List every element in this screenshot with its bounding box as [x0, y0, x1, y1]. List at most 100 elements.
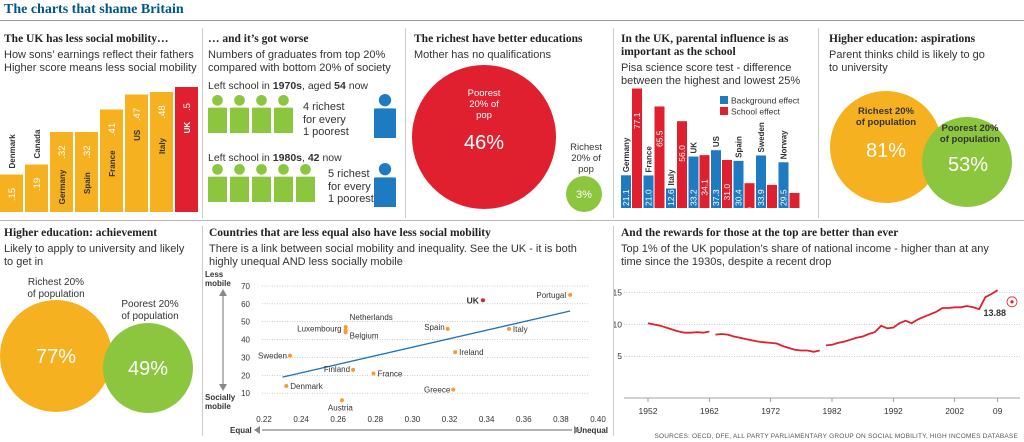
bar-value-label: 16.0 — [745, 207, 755, 212]
tick-label: 60 — [241, 300, 250, 309]
series-line — [825, 289, 999, 347]
tick-label: 0.34 — [479, 415, 495, 424]
person-icon — [274, 107, 293, 133]
bar-value-label: 30.4 — [734, 189, 744, 206]
tick-label: 1992 — [884, 406, 903, 416]
panel-subtitle: Likely to apply to university and likely — [4, 243, 185, 255]
data-label: 13.88 — [983, 308, 1006, 318]
tick-label: 0.40 — [590, 415, 606, 424]
bar-value-label: 21.0 — [644, 189, 654, 206]
bar — [677, 121, 687, 208]
point-label: Spain — [424, 323, 444, 332]
bar-value-label: .32 — [57, 145, 68, 158]
bar — [767, 184, 777, 208]
bubble-label: Richest — [570, 142, 602, 153]
point-label: Netherlands — [350, 313, 393, 322]
data-point — [445, 326, 450, 331]
panel-title: important as the school — [621, 46, 736, 58]
panel-title: The richest have better educations — [414, 33, 583, 45]
panel-title: In the UK, parental influence is as — [621, 33, 789, 45]
bar — [125, 94, 148, 212]
category-label: France — [645, 146, 654, 173]
bubble-label: of population — [27, 289, 84, 300]
bar-value-label: .47 — [132, 108, 143, 121]
point-label: UK — [467, 295, 480, 305]
bar — [699, 155, 710, 208]
arrow-head — [219, 289, 227, 296]
axis-label: Unequal — [576, 426, 608, 435]
panel-subtitle: compared with bottom 20% of society — [208, 62, 391, 74]
point-label: Italy — [513, 325, 528, 334]
legend-swatch-background — [720, 96, 728, 104]
bar-value-label: .15 — [7, 188, 18, 201]
bar — [688, 156, 699, 208]
bar — [150, 92, 173, 212]
person-icon — [296, 176, 315, 202]
bar — [632, 88, 642, 208]
category-label: France — [108, 150, 117, 177]
bar-value-label: .41 — [107, 123, 118, 136]
data-point — [453, 350, 458, 355]
tick-label: 5 — [617, 351, 622, 361]
bar — [722, 159, 732, 208]
bubble-label: Poorest 20% — [121, 299, 178, 310]
richest-bubble — [566, 176, 602, 212]
panel-title: … and it’s got worse — [208, 33, 309, 45]
tick-label: 0.22 — [256, 415, 272, 424]
data-point — [287, 353, 292, 358]
legend-label: School effect — [731, 107, 781, 117]
mobility-bar-chart: .15 Denmark .19 Canada .32 Germany .32 Spain .41… — [0, 87, 198, 212]
data-point — [451, 387, 456, 392]
bar-value-label: 33.9 — [756, 189, 766, 206]
bar — [789, 192, 800, 208]
category-label: UK — [690, 142, 699, 154]
bar — [733, 160, 744, 208]
bar-value-label: 56.0 — [677, 145, 687, 162]
bar — [711, 150, 721, 208]
point-label: Denmark — [290, 382, 323, 391]
tick-label: 0.24 — [293, 415, 309, 424]
income-share-line-chart: 5 10 15 1952 1962 1972 1982 1992 2002 09 13.88 — [614, 288, 1020, 416]
category-label: Italy — [667, 169, 676, 186]
bubble-label: pop — [578, 164, 594, 175]
panel-subtitle: There is a link between social mobility … — [209, 243, 577, 255]
data-point — [351, 367, 356, 372]
data-point — [284, 384, 289, 388]
bubble-value: 49% — [128, 358, 168, 380]
person-icon — [252, 176, 271, 202]
tick-label: 0.30 — [405, 415, 421, 424]
data-point — [568, 292, 573, 297]
bar-value-label: 21.1 — [621, 189, 631, 206]
ratio-text: 4 richest for every 1 poorest — [303, 101, 349, 138]
divider — [202, 226, 203, 436]
tick-label: 1972 — [761, 406, 780, 416]
data-point — [343, 330, 348, 335]
poorest-bubble — [103, 323, 193, 413]
panel-title: Countries that are less equal also have … — [209, 227, 491, 239]
point-label: Portugal — [536, 291, 566, 300]
bubble-value: 77% — [36, 346, 76, 368]
tick-label: 0.38 — [553, 415, 569, 424]
richest-bubble — [830, 91, 942, 203]
bubble-label: of population — [121, 311, 178, 322]
divider — [202, 28, 203, 218]
person-icon — [378, 94, 392, 107]
person-icon — [212, 164, 223, 175]
axis-label: mobile — [205, 279, 231, 288]
category-label: Spain — [735, 136, 744, 158]
person-icon — [374, 108, 396, 138]
person-icon — [208, 176, 227, 202]
poorest-bubble — [922, 117, 1012, 207]
bar — [643, 175, 654, 208]
panel-title: Higher education: achievement — [4, 227, 158, 239]
tick-label: 10 — [241, 389, 250, 398]
bubble-label: of population — [856, 117, 916, 128]
bar-value-label: 29.5 — [779, 189, 789, 206]
axis-label: mobile — [205, 402, 231, 411]
tick-label: 2002 — [945, 406, 964, 416]
bar — [756, 155, 766, 208]
person-icon — [208, 107, 227, 133]
category-label: Canada — [33, 129, 42, 158]
bubble-label: 20% of — [469, 99, 499, 110]
